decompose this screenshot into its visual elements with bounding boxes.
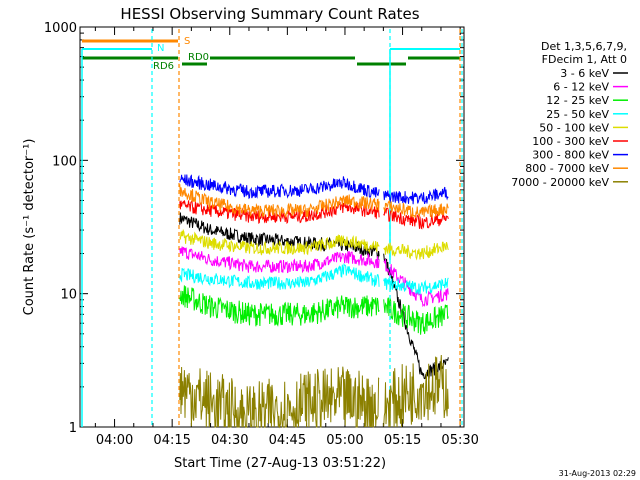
legend-entry-label: 100 - 300 keV	[532, 135, 609, 148]
flag-label-s: S	[184, 36, 190, 47]
x-tick-label: 04:30	[211, 433, 248, 448]
series-line-7	[179, 174, 449, 205]
series-line-5	[179, 228, 449, 261]
y-tick-label: 1000	[44, 21, 77, 36]
footer-date: 31-Aug-2013 02:29	[559, 469, 636, 478]
legend-entry-label: 7000 - 20000 keV	[511, 176, 609, 189]
flag-label-rd0: RD0	[188, 52, 209, 63]
x-tick-label: 04:00	[96, 433, 133, 448]
legend-entry-label: 3 - 6 keV	[560, 67, 609, 80]
y-axis-label: Count Rate (s⁻¹ detector⁻¹)	[22, 139, 37, 316]
x-tick-label: 05:30	[441, 433, 478, 448]
y-tick-label: 1	[69, 421, 77, 436]
x-tick-label: 04:15	[153, 433, 190, 448]
x-axis-label: Start Time (27-Aug-13 03:51:22)	[174, 456, 386, 471]
chart-title: HESSI Observing Summary Count Rates	[120, 5, 419, 23]
series-line-3	[179, 285, 449, 335]
y-tick-label: 10	[60, 288, 77, 303]
legend-entry-label: 12 - 25 keV	[546, 94, 609, 107]
legend: Det 1,3,5,6,7,9,FDecim 1, Att 03 - 6 keV…	[511, 40, 628, 189]
x-tick-label: 04:45	[269, 433, 306, 448]
x-tick-label: 05:15	[384, 433, 421, 448]
y-tick-label: 100	[52, 154, 77, 169]
series-layer	[179, 174, 449, 429]
status-flags: S N RD6 RD0	[81, 29, 463, 427]
legend-entry-label: 6 - 12 keV	[553, 81, 609, 94]
flag-label-n: N	[157, 43, 164, 54]
series-line-2	[179, 246, 449, 308]
series-line-8	[179, 184, 449, 219]
legend-entry-label: 25 - 50 keV	[546, 108, 609, 121]
legend-entry-label: 800 - 7000 keV	[525, 162, 609, 175]
legend-header: Det 1,3,5,6,7,9,	[541, 40, 627, 53]
x-tick-label: 05:00	[326, 433, 363, 448]
series-line-4	[179, 263, 449, 295]
flag-label-rd6: RD6	[153, 61, 174, 72]
legend-header: FDecim 1, Att 0	[542, 53, 627, 66]
legend-entry-label: 300 - 800 keV	[532, 149, 609, 162]
legend-entry-label: 50 - 100 keV	[539, 121, 609, 134]
series-line-1	[179, 212, 449, 380]
series-line-9	[179, 354, 449, 429]
plot-frame	[79, 26, 465, 428]
axis-ticks: 04:00 04:15 04:30 04:45 05:00 05:15 05:30 1 10 10…	[44, 21, 479, 448]
